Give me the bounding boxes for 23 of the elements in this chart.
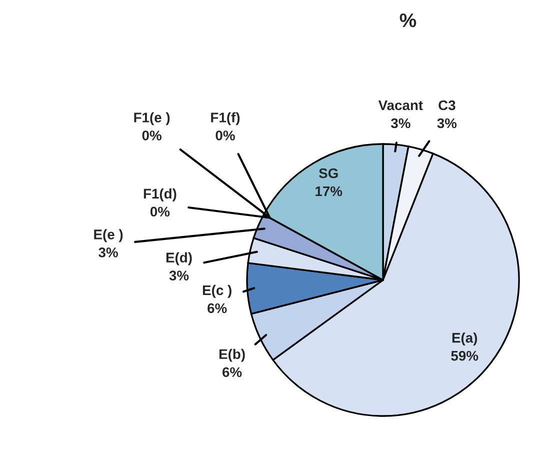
category-label: F1(f) [211, 112, 240, 126]
category-label: F1(e ) [134, 112, 170, 126]
slice-label: E(e ) [94, 229, 123, 242]
slice-label: E(c ) [202, 284, 232, 298]
chart-title: % [400, 14, 416, 28]
slice-label: C3 [438, 100, 456, 110]
slice-label: SG [318, 168, 338, 178]
slice-label: Vacant [378, 100, 423, 110]
slice-label: E(d) [166, 252, 192, 266]
text: 0% [142, 130, 162, 140]
data-label: 3% [98, 248, 118, 258]
data-label: 6% [208, 303, 227, 314]
data-label: 59% [451, 350, 478, 361]
data-label: 3% [390, 118, 410, 128]
category-label: F1(d) [144, 188, 176, 202]
slice-label: E(b) [219, 348, 245, 362]
text: 0% [216, 130, 235, 140]
data-label: 17% [316, 186, 342, 196]
data-label: 3% [437, 118, 457, 128]
data-label: 3% [169, 270, 189, 280]
slice-label: E(a) [452, 332, 478, 346]
data-label: 6% [222, 367, 242, 378]
text: 0% [150, 206, 170, 217]
